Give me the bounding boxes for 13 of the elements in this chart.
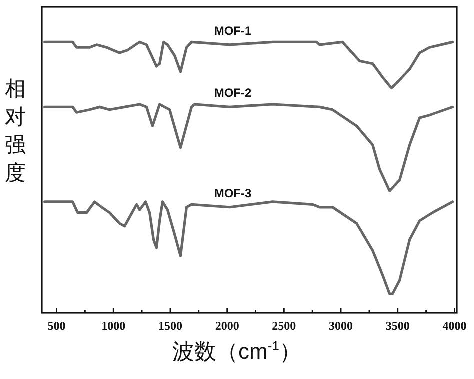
x-tick-label: 3000 [329, 319, 354, 333]
series-label: MOF-1 [214, 24, 252, 38]
y-axis-title: 相对强度 [5, 76, 27, 187]
x-axis-title: 波数（cm$^{-1}$） [172, 338, 302, 366]
x-tick-label: 1000 [102, 319, 126, 333]
x-tick-label: 2000 [215, 319, 240, 333]
series-label: MOF-2 [214, 86, 252, 100]
x-tick-label: 2500 [272, 319, 296, 333]
series-label: MOF-3 [214, 186, 252, 200]
x-tick-label: 1500 [158, 319, 182, 333]
x-tick-label: 4000 [442, 319, 467, 333]
x-tick-label: 500 [48, 319, 66, 333]
x-tick-label: 3500 [386, 319, 410, 333]
